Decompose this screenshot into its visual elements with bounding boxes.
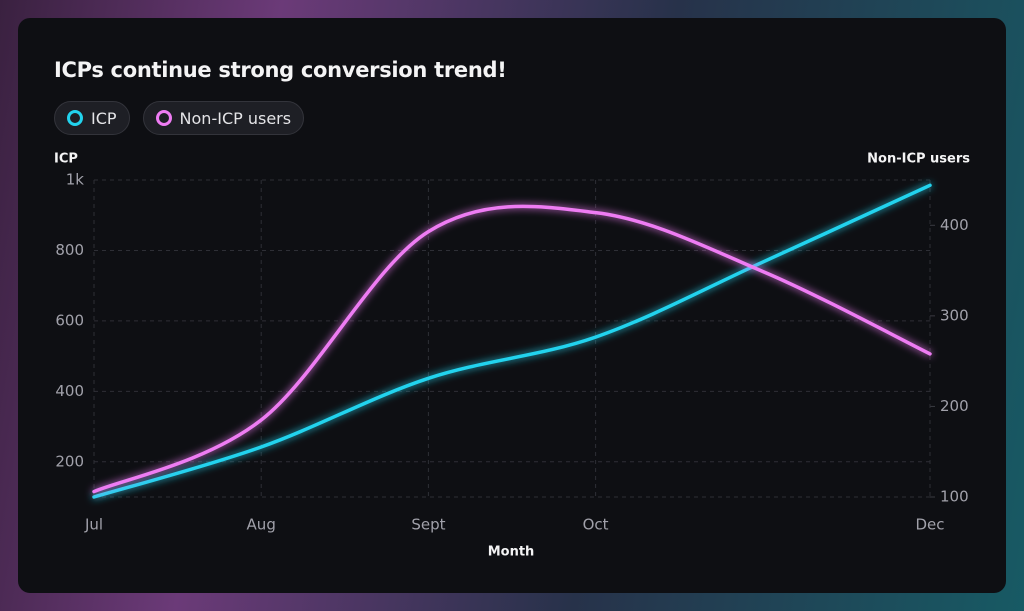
y-tick-label: 600 xyxy=(55,311,84,329)
x-tick-label: Jul xyxy=(84,516,103,534)
y2-tick-label: 300 xyxy=(940,306,969,324)
x-axis-label: Month xyxy=(488,545,535,560)
y-axis-label: ICP xyxy=(54,152,78,167)
chart-title: ICPs continue strong conversion trend! xyxy=(54,58,507,82)
y-tick-label: 1k xyxy=(66,171,85,189)
series-line xyxy=(92,204,932,494)
x-tick-label: Oct xyxy=(583,516,609,534)
legend: ICP Non-ICP users xyxy=(54,101,305,135)
y-tick-label: 400 xyxy=(55,382,84,400)
series-line xyxy=(92,183,932,499)
legend-item[interactable]: Non-ICP users xyxy=(142,101,305,135)
y-tick-label: 800 xyxy=(55,241,84,259)
legend-swatch xyxy=(155,110,172,126)
x-tick-label: Aug xyxy=(247,516,276,534)
y2-axis-label: Non-ICP users xyxy=(867,152,970,167)
y2-tick-label: 400 xyxy=(940,216,969,234)
y2-tick-label: 100 xyxy=(940,488,969,506)
legend-swatch xyxy=(67,110,83,126)
legend-item[interactable]: ICP xyxy=(54,101,130,135)
y2-tick-label: 200 xyxy=(940,397,969,415)
x-tick-label: Dec xyxy=(915,516,944,534)
y-tick-label: 200 xyxy=(55,452,84,470)
legend-label: ICP xyxy=(91,108,117,128)
x-tick-label: Sept xyxy=(411,516,445,534)
legend-label: Non-ICP users xyxy=(179,108,292,128)
